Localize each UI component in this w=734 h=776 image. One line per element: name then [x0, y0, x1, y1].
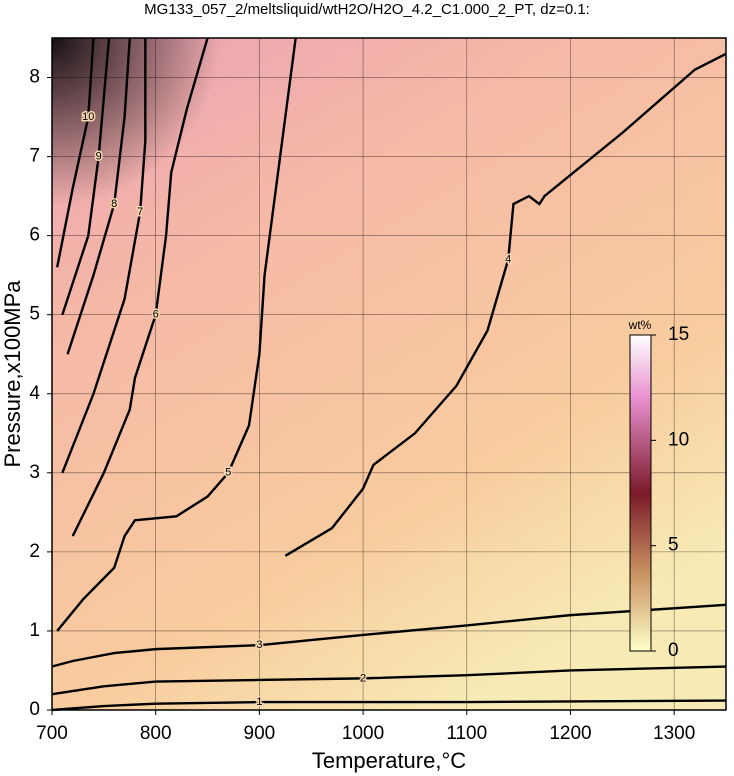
y-tick-label: 4 [29, 383, 40, 404]
contour-line [71, 37, 209, 537]
colorbar-tick-label: 10 [668, 429, 689, 450]
contour-line [61, 38, 147, 474]
contour-line [51, 699, 727, 712]
contour-line [284, 52, 727, 557]
colorbar-label: wt% [628, 318, 652, 332]
contour-line [51, 603, 727, 668]
contour-label: 10 [82, 111, 94, 123]
contour-label: 3 [256, 639, 262, 651]
colorbar-tick-label: 5 [668, 535, 679, 556]
y-tick-label: 2 [29, 541, 40, 562]
x-tick-label: 1000 [342, 723, 384, 744]
x-tick-label: 1300 [653, 723, 695, 744]
contour-line [51, 665, 727, 696]
x-tick-label: 1200 [549, 723, 591, 744]
y-tick-label: 7 [29, 146, 40, 167]
y-tick-label: 5 [29, 304, 40, 325]
x-axis-label: Temperature,°C [312, 748, 466, 773]
colorbar [629, 334, 652, 652]
contour-label: 4 [505, 253, 511, 265]
contour-label: 7 [137, 206, 143, 218]
contour-label: 6 [153, 309, 159, 321]
plot-frame [51, 37, 727, 711]
contour-line [56, 37, 95, 268]
colorbar-tick-label: 0 [668, 640, 679, 661]
contour-line [61, 37, 111, 316]
y-tick-label: 8 [29, 67, 40, 88]
plot-shade [52, 38, 726, 710]
colorbar-tick-label: 15 [668, 324, 689, 345]
x-tick-label: 800 [140, 723, 172, 744]
contour-line [56, 37, 297, 632]
y-tick-label: 1 [29, 620, 40, 641]
y-tick-label: 0 [29, 699, 40, 720]
contour-line [66, 37, 131, 355]
contour-label: 2 [360, 672, 366, 684]
contour-label: 5 [225, 467, 231, 479]
y-axis-label: Pressure,x100MPa [0, 280, 25, 468]
y-tick-label: 6 [29, 225, 40, 246]
contour-label: 8 [111, 198, 117, 210]
contour-label: 1 [256, 696, 262, 708]
y-tick-label: 3 [29, 462, 40, 483]
x-tick-label: 700 [36, 723, 68, 744]
contour-label: 9 [96, 150, 102, 162]
chart-title: MG133_057_2/meltsliquid/wtH2O/H2O_4.2_C1… [144, 1, 590, 18]
x-tick-label: 1100 [446, 723, 487, 744]
x-tick-label: 900 [244, 723, 276, 744]
